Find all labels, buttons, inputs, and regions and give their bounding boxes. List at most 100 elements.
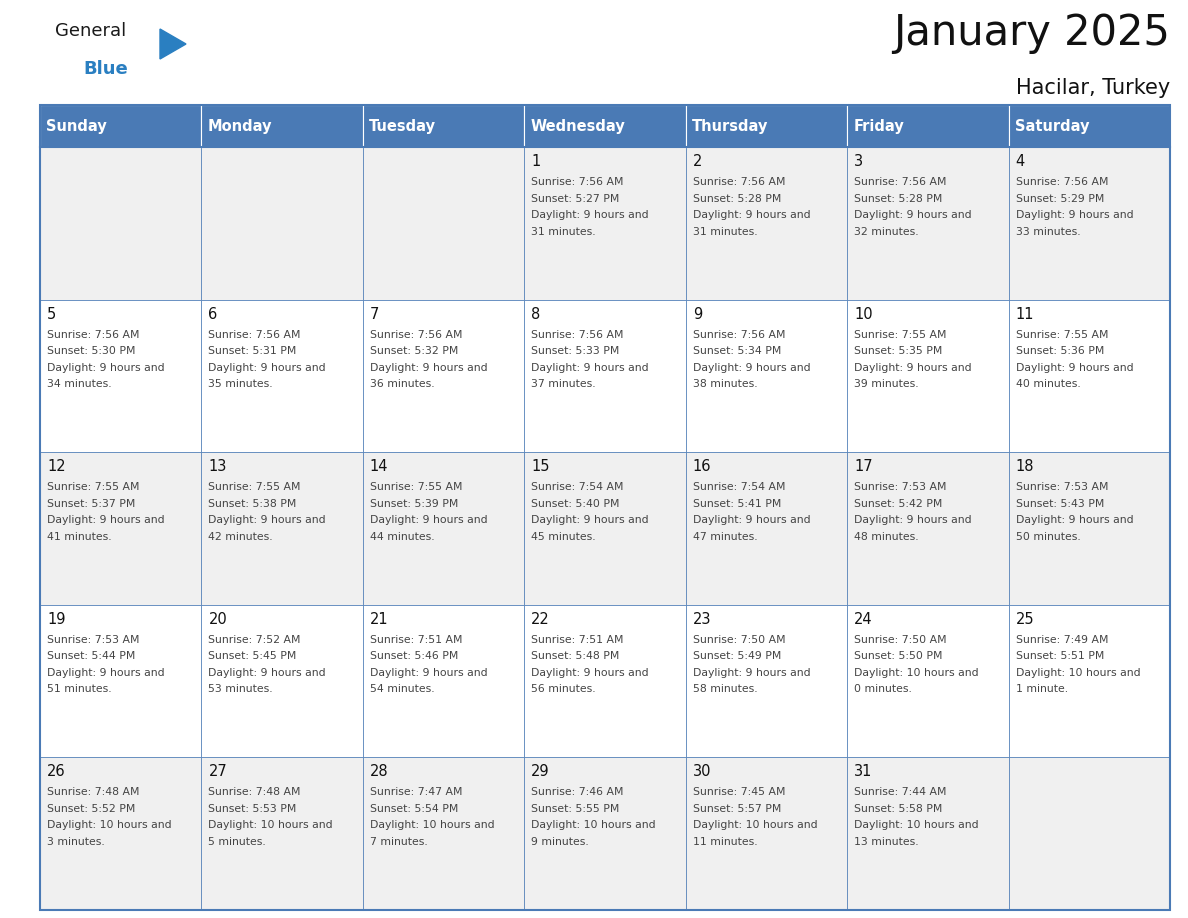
Text: Sunday: Sunday <box>46 118 107 133</box>
Text: 3: 3 <box>854 154 864 169</box>
Bar <box>685 605 847 757</box>
Text: Sunset: 5:34 PM: Sunset: 5:34 PM <box>693 346 781 356</box>
Text: Daylight: 9 hours and: Daylight: 9 hours and <box>208 667 326 677</box>
Text: Sunset: 5:35 PM: Sunset: 5:35 PM <box>854 346 942 356</box>
Text: Daylight: 10 hours and: Daylight: 10 hours and <box>369 821 494 831</box>
Text: 27: 27 <box>208 765 227 779</box>
Text: Sunrise: 7:53 AM: Sunrise: 7:53 AM <box>48 635 139 644</box>
Text: Sunrise: 7:55 AM: Sunrise: 7:55 AM <box>208 482 301 492</box>
Text: Sunrise: 7:50 AM: Sunrise: 7:50 AM <box>854 635 947 644</box>
Text: Sunset: 5:53 PM: Sunset: 5:53 PM <box>208 804 297 814</box>
Text: Daylight: 9 hours and: Daylight: 9 hours and <box>1016 515 1133 525</box>
Text: 31: 31 <box>854 765 872 779</box>
Text: Sunrise: 7:54 AM: Sunrise: 7:54 AM <box>693 482 785 492</box>
Text: Sunset: 5:48 PM: Sunset: 5:48 PM <box>531 651 620 661</box>
Text: Daylight: 10 hours and: Daylight: 10 hours and <box>208 821 333 831</box>
Text: 21: 21 <box>369 611 388 627</box>
Bar <box>1009 757 1170 910</box>
Text: 16: 16 <box>693 459 712 475</box>
Text: Sunset: 5:41 PM: Sunset: 5:41 PM <box>693 498 781 509</box>
Text: Sunset: 5:30 PM: Sunset: 5:30 PM <box>48 346 135 356</box>
Text: 34 minutes.: 34 minutes. <box>48 379 112 389</box>
Bar <box>524 757 685 910</box>
Text: 29: 29 <box>531 765 550 779</box>
Text: Sunset: 5:54 PM: Sunset: 5:54 PM <box>369 804 459 814</box>
Text: Daylight: 9 hours and: Daylight: 9 hours and <box>1016 363 1133 373</box>
Text: Daylight: 9 hours and: Daylight: 9 hours and <box>693 210 810 220</box>
Bar <box>685 453 847 605</box>
Text: 45 minutes.: 45 minutes. <box>531 532 596 542</box>
Text: 20: 20 <box>208 611 227 627</box>
Bar <box>362 757 524 910</box>
Text: Daylight: 9 hours and: Daylight: 9 hours and <box>48 363 165 373</box>
Text: Sunset: 5:33 PM: Sunset: 5:33 PM <box>531 346 620 356</box>
Text: Sunrise: 7:51 AM: Sunrise: 7:51 AM <box>369 635 462 644</box>
Text: Sunrise: 7:56 AM: Sunrise: 7:56 AM <box>693 330 785 340</box>
Text: Sunrise: 7:48 AM: Sunrise: 7:48 AM <box>208 788 301 798</box>
Text: 13: 13 <box>208 459 227 475</box>
Text: Sunset: 5:32 PM: Sunset: 5:32 PM <box>369 346 459 356</box>
Text: Sunset: 5:42 PM: Sunset: 5:42 PM <box>854 498 942 509</box>
Bar <box>40 147 202 299</box>
Text: Daylight: 10 hours and: Daylight: 10 hours and <box>854 667 979 677</box>
Bar <box>202 147 362 299</box>
Text: Sunset: 5:29 PM: Sunset: 5:29 PM <box>1016 194 1104 204</box>
Text: 9 minutes.: 9 minutes. <box>531 837 589 847</box>
Text: 12: 12 <box>48 459 65 475</box>
Text: Daylight: 9 hours and: Daylight: 9 hours and <box>854 363 972 373</box>
Text: Sunrise: 7:53 AM: Sunrise: 7:53 AM <box>854 482 947 492</box>
Text: Sunrise: 7:56 AM: Sunrise: 7:56 AM <box>531 330 624 340</box>
Bar <box>362 105 524 147</box>
Text: Daylight: 10 hours and: Daylight: 10 hours and <box>48 821 171 831</box>
Bar <box>40 105 202 147</box>
Text: Sunset: 5:39 PM: Sunset: 5:39 PM <box>369 498 459 509</box>
Text: 37 minutes.: 37 minutes. <box>531 379 596 389</box>
Text: Daylight: 9 hours and: Daylight: 9 hours and <box>48 515 165 525</box>
Bar <box>847 453 1009 605</box>
Text: January 2025: January 2025 <box>893 12 1170 54</box>
Text: Sunset: 5:36 PM: Sunset: 5:36 PM <box>1016 346 1104 356</box>
Text: 39 minutes.: 39 minutes. <box>854 379 918 389</box>
Text: Sunrise: 7:45 AM: Sunrise: 7:45 AM <box>693 788 785 798</box>
Text: 15: 15 <box>531 459 550 475</box>
Polygon shape <box>160 29 187 59</box>
Text: Daylight: 10 hours and: Daylight: 10 hours and <box>854 821 979 831</box>
Text: Sunrise: 7:46 AM: Sunrise: 7:46 AM <box>531 788 624 798</box>
Bar <box>362 605 524 757</box>
Text: Sunrise: 7:56 AM: Sunrise: 7:56 AM <box>854 177 947 187</box>
Text: Sunset: 5:31 PM: Sunset: 5:31 PM <box>208 346 297 356</box>
Bar <box>40 757 202 910</box>
Text: Sunset: 5:27 PM: Sunset: 5:27 PM <box>531 194 620 204</box>
Text: 26: 26 <box>48 765 65 779</box>
Bar <box>847 105 1009 147</box>
Text: Sunset: 5:55 PM: Sunset: 5:55 PM <box>531 804 620 814</box>
Bar <box>362 453 524 605</box>
Text: 23: 23 <box>693 611 712 627</box>
Text: 18: 18 <box>1016 459 1034 475</box>
Text: 47 minutes.: 47 minutes. <box>693 532 757 542</box>
Text: Sunrise: 7:49 AM: Sunrise: 7:49 AM <box>1016 635 1108 644</box>
Text: 7: 7 <box>369 307 379 321</box>
Text: 4: 4 <box>1016 154 1025 169</box>
Bar <box>40 299 202 453</box>
Text: Sunrise: 7:52 AM: Sunrise: 7:52 AM <box>208 635 301 644</box>
Text: Sunrise: 7:56 AM: Sunrise: 7:56 AM <box>369 330 462 340</box>
Text: 36 minutes.: 36 minutes. <box>369 379 435 389</box>
Text: 3 minutes.: 3 minutes. <box>48 837 105 847</box>
Text: Daylight: 9 hours and: Daylight: 9 hours and <box>1016 210 1133 220</box>
Text: 1 minute.: 1 minute. <box>1016 684 1068 694</box>
Text: 48 minutes.: 48 minutes. <box>854 532 918 542</box>
Text: Hacilar, Turkey: Hacilar, Turkey <box>1016 78 1170 98</box>
Bar <box>685 299 847 453</box>
Text: Tuesday: Tuesday <box>368 118 436 133</box>
Text: Wednesday: Wednesday <box>530 118 625 133</box>
Bar <box>524 105 685 147</box>
Text: 42 minutes.: 42 minutes. <box>208 532 273 542</box>
Text: Daylight: 9 hours and: Daylight: 9 hours and <box>854 210 972 220</box>
Text: Daylight: 9 hours and: Daylight: 9 hours and <box>854 515 972 525</box>
Text: Sunrise: 7:56 AM: Sunrise: 7:56 AM <box>48 330 139 340</box>
Text: 31 minutes.: 31 minutes. <box>531 227 596 237</box>
Bar <box>202 605 362 757</box>
Text: 56 minutes.: 56 minutes. <box>531 684 596 694</box>
Bar <box>847 605 1009 757</box>
